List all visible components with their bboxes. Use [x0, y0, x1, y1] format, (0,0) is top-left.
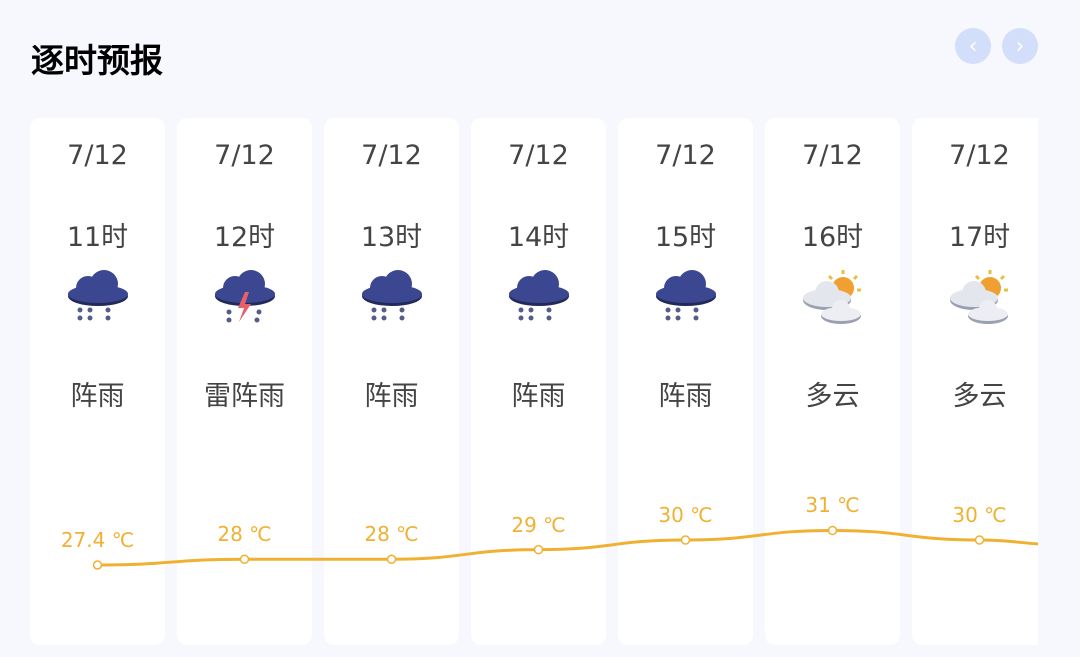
temperature-label: 28 ℃	[217, 522, 272, 547]
temperature-label: 28 ℃	[364, 522, 419, 547]
temperature-label: 30 ℃	[658, 503, 713, 528]
chevron-left-icon: ‹	[968, 33, 978, 59]
temperature-point	[533, 544, 544, 555]
partly-cloudy-icon	[946, 268, 1014, 330]
shower-rain-icon	[505, 268, 573, 330]
hour-date: 7/12	[508, 140, 569, 171]
hour-time: 12时	[213, 222, 276, 253]
hour-card[interactable]: 7/12 15时 阵雨	[618, 118, 753, 645]
page-title: 逐时预报	[31, 41, 163, 80]
thunder-shower-icon	[211, 268, 279, 330]
hour-date: 7/12	[67, 140, 128, 171]
shower-rain-icon	[358, 268, 426, 330]
temperature-line	[97, 528, 1038, 567]
hour-date: 7/12	[361, 140, 422, 171]
temperature-label: 30 ℃	[952, 503, 1007, 528]
temperature-point	[680, 535, 691, 545]
temperature-point	[386, 554, 397, 564]
weather-desc: 阵雨	[511, 381, 566, 412]
temperature-point	[974, 535, 985, 545]
hour-time: 11时	[66, 222, 129, 253]
temperature-point	[827, 525, 838, 536]
hour-card[interactable]: 7/12 17时 多云	[912, 118, 1038, 645]
temperature-label: 27.4 ℃	[60, 528, 135, 552]
prev-button[interactable]: ‹	[955, 28, 991, 64]
weather-desc: 阵雨	[364, 381, 419, 412]
hour-time: 16时	[801, 222, 864, 253]
hour-date: 7/12	[802, 140, 863, 171]
hourly-forecast-list[interactable]: 7/12 11时 阵雨 7/12 12时 雷阵雨 7/12 13时 阵雨 7/1…	[30, 118, 1038, 645]
hour-time: 13时	[360, 222, 423, 253]
temperature-label: 31 ℃	[805, 493, 860, 518]
temperature-line-chart	[92, 525, 1038, 570]
hour-date: 7/12	[949, 140, 1010, 171]
temperature-point	[92, 560, 103, 570]
hour-card[interactable]: 7/12 14时 阵雨	[471, 118, 606, 645]
hour-time: 17时	[948, 222, 1011, 253]
partly-cloudy-icon	[799, 268, 867, 330]
hour-card[interactable]: 7/12 16时 多云	[765, 118, 900, 645]
hour-date: 7/12	[655, 140, 716, 171]
shower-rain-icon	[652, 268, 720, 330]
chevron-right-icon: ›	[1015, 33, 1025, 59]
next-button[interactable]: ›	[1002, 28, 1038, 64]
temperature-label: 29 ℃	[511, 512, 566, 537]
weather-desc: 多云	[805, 381, 860, 412]
hour-date: 7/12	[214, 140, 275, 171]
hour-time: 15时	[654, 222, 717, 253]
hour-time: 14时	[507, 222, 570, 253]
weather-desc: 阵雨	[658, 381, 713, 412]
temperature-point	[239, 554, 250, 564]
hour-card[interactable]: 7/12 11时 阵雨	[30, 118, 165, 645]
weather-desc: 雷阵雨	[204, 381, 285, 412]
weather-desc: 多云	[952, 381, 1007, 412]
shower-rain-icon	[64, 268, 132, 330]
weather-desc: 阵雨	[70, 381, 125, 412]
